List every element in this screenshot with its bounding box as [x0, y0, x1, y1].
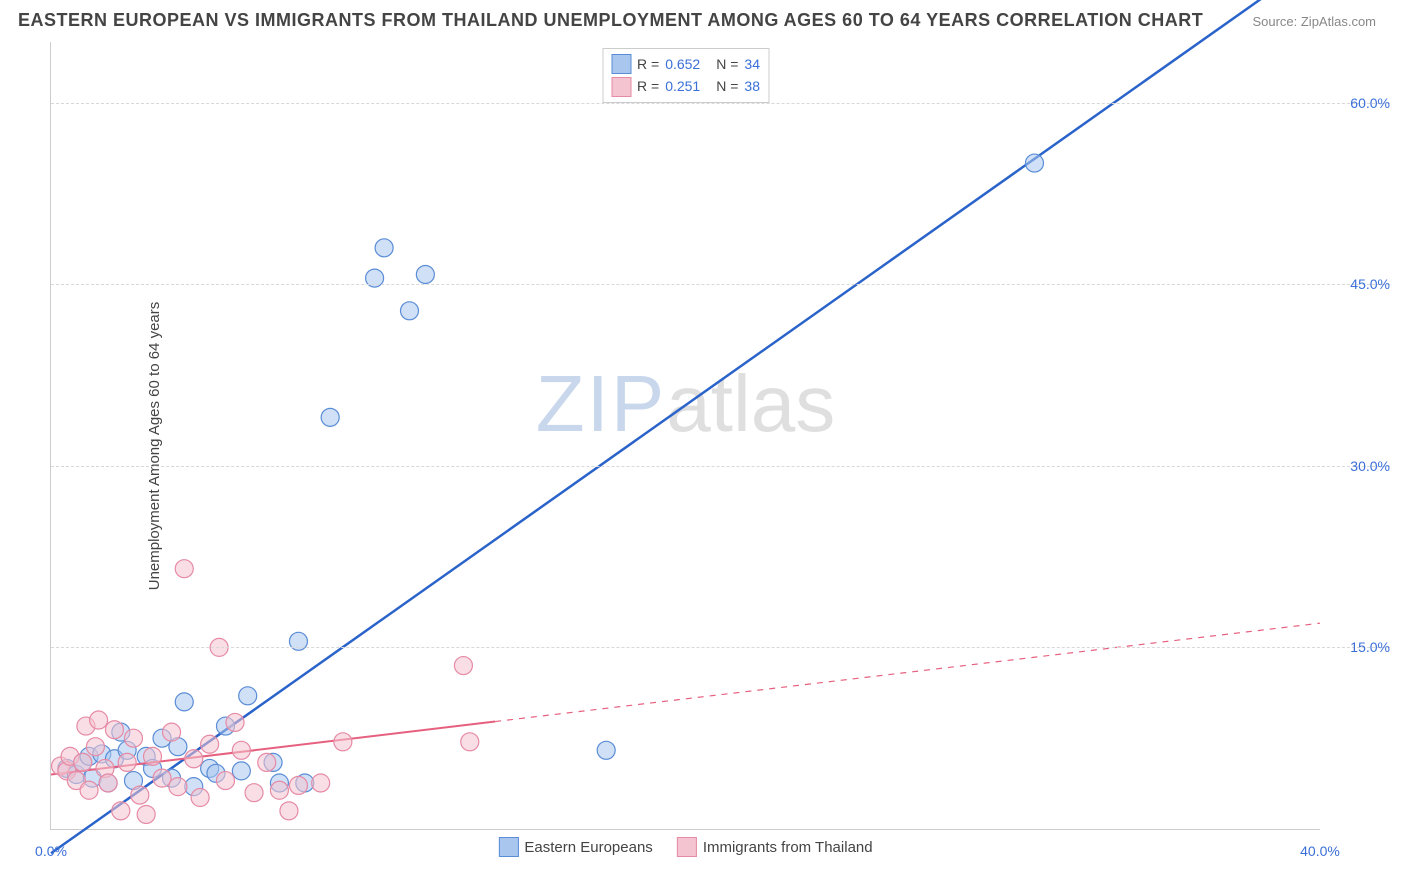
data-point — [105, 721, 123, 739]
grid-line — [51, 647, 1390, 648]
data-point — [258, 753, 276, 771]
data-point — [289, 776, 307, 794]
plot-area: ZIPatlas R = 0.652 N = 34 R = 0.251 N = … — [50, 42, 1320, 830]
y-tick-label: 30.0% — [1330, 458, 1390, 474]
series-legend: Eastern Europeans Immigrants from Thaila… — [498, 837, 872, 857]
y-tick-label: 60.0% — [1330, 95, 1390, 111]
data-point — [86, 738, 104, 756]
data-point — [137, 805, 155, 823]
r-value: 0.251 — [665, 75, 700, 97]
data-point — [321, 408, 339, 426]
x-tick-label: 0.0% — [35, 843, 67, 859]
data-point — [232, 762, 250, 780]
data-point — [226, 713, 244, 731]
grid-line — [51, 284, 1390, 285]
scatter-plot-svg — [51, 42, 1320, 829]
legend-label: Immigrants from Thailand — [703, 839, 873, 856]
data-point — [74, 753, 92, 771]
data-point — [375, 239, 393, 257]
series-swatch — [498, 837, 518, 857]
series-swatch — [677, 837, 697, 857]
r-value: 0.652 — [665, 53, 700, 75]
y-tick-label: 15.0% — [1330, 639, 1390, 655]
data-point — [232, 741, 250, 759]
data-point — [239, 687, 257, 705]
legend-item: Immigrants from Thailand — [677, 837, 873, 857]
data-point — [216, 772, 234, 790]
data-point — [280, 802, 298, 820]
data-point — [169, 778, 187, 796]
data-point — [597, 741, 615, 759]
data-point — [270, 781, 288, 799]
series-swatch — [611, 54, 631, 74]
data-point — [175, 693, 193, 711]
data-point — [461, 733, 479, 751]
r-label: R = — [637, 75, 659, 97]
data-point — [1025, 154, 1043, 172]
data-point — [163, 723, 181, 741]
correlation-legend-row: R = 0.251 N = 38 — [611, 75, 760, 97]
data-point — [185, 750, 203, 768]
data-point — [124, 729, 142, 747]
source-attribution: Source: ZipAtlas.com — [1252, 14, 1376, 29]
data-point — [454, 657, 472, 675]
trend-line-extrapolated — [495, 623, 1320, 721]
legend-label: Eastern Europeans — [524, 839, 652, 856]
data-point — [175, 560, 193, 578]
data-point — [80, 781, 98, 799]
data-point — [201, 735, 219, 753]
grid-line — [51, 103, 1390, 104]
data-point — [416, 265, 434, 283]
y-tick-label: 45.0% — [1330, 276, 1390, 292]
chart-title: EASTERN EUROPEAN VS IMMIGRANTS FROM THAI… — [18, 10, 1203, 31]
n-label: N = — [716, 53, 738, 75]
data-point — [90, 711, 108, 729]
grid-line — [51, 466, 1390, 467]
data-point — [312, 774, 330, 792]
series-swatch — [611, 77, 631, 97]
correlation-legend: R = 0.652 N = 34 R = 0.251 N = 38 — [602, 48, 769, 103]
data-point — [334, 733, 352, 751]
n-value: 38 — [744, 75, 760, 97]
data-point — [153, 769, 171, 787]
legend-item: Eastern Europeans — [498, 837, 652, 857]
data-point — [400, 302, 418, 320]
n-value: 34 — [744, 53, 760, 75]
data-point — [99, 774, 117, 792]
r-label: R = — [637, 53, 659, 75]
x-tick-label: 40.0% — [1300, 843, 1340, 859]
data-point — [245, 784, 263, 802]
correlation-legend-row: R = 0.652 N = 34 — [611, 53, 760, 75]
data-point — [112, 802, 130, 820]
data-point — [144, 747, 162, 765]
data-point — [118, 753, 136, 771]
n-label: N = — [716, 75, 738, 97]
data-point — [191, 789, 209, 807]
data-point — [131, 786, 149, 804]
